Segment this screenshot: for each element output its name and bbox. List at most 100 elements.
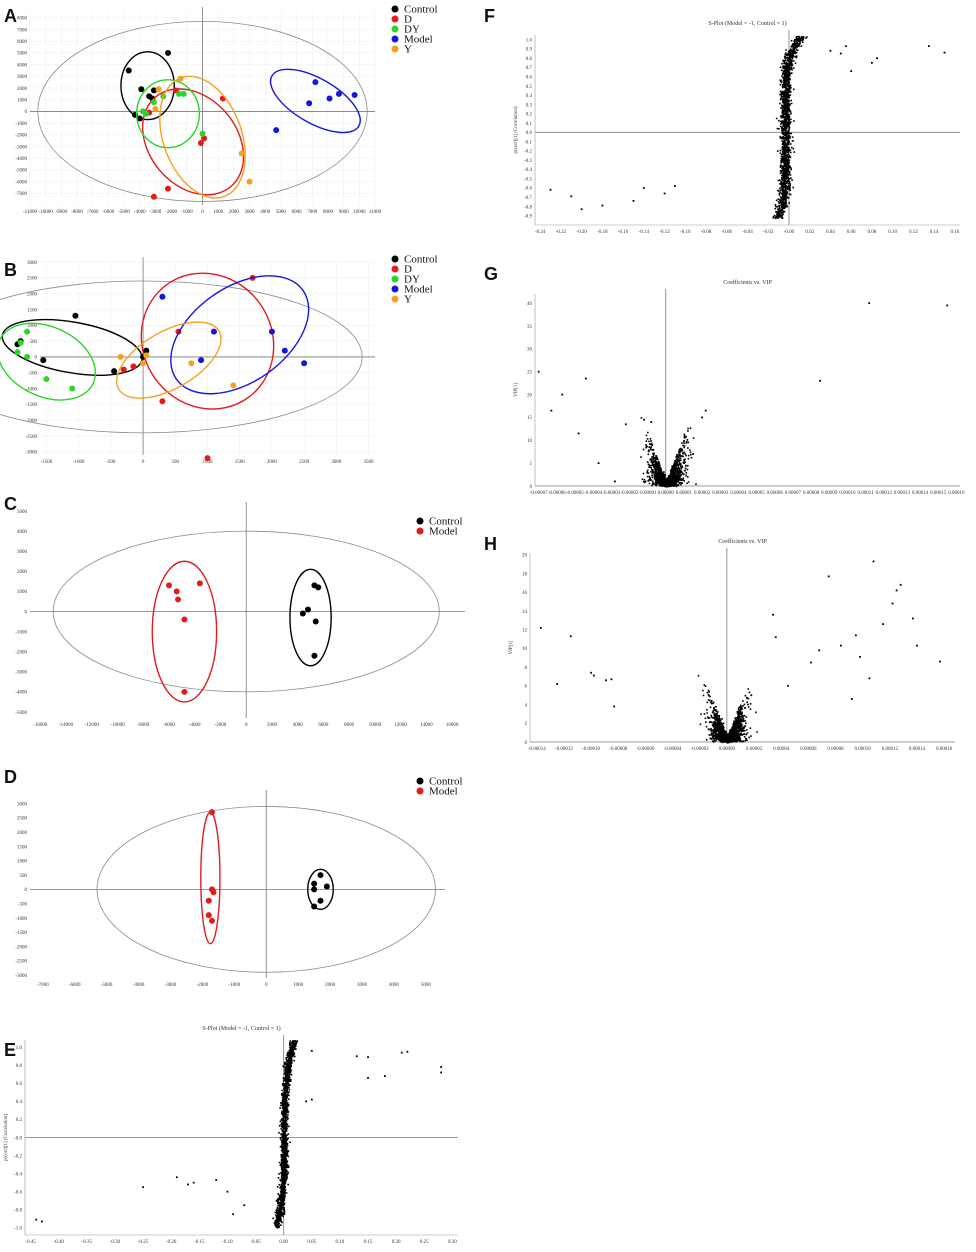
x-tick-label: 0.04	[826, 230, 835, 235]
data-point	[125, 67, 132, 74]
series-d	[141, 87, 245, 200]
data-point	[243, 1204, 246, 1207]
data-point	[701, 416, 703, 419]
data-point	[597, 462, 600, 465]
x-tick-label: -0.08	[701, 230, 712, 235]
x-tick-label: 0.00001	[676, 491, 693, 496]
x-tick-label: 7000	[307, 210, 318, 215]
x-tick-label: 0.00011	[858, 491, 875, 496]
data-point	[355, 1055, 358, 1058]
y-axis-label: p(corr)[1] (Correlation)	[514, 106, 519, 153]
chart-title: S-Plot (Model = -1, Control = 1)	[708, 20, 786, 27]
x-tick-label: -1000	[228, 983, 240, 988]
y-tick-label: -500	[28, 372, 38, 377]
x-tick-label: 0	[245, 723, 248, 728]
x-tick-label: 0.00014	[909, 747, 926, 752]
legend-label: D	[404, 264, 412, 276]
x-tick-label: 3000	[357, 983, 368, 988]
data-point	[946, 304, 949, 307]
metabolite-cloud	[640, 417, 697, 488]
outlier-points	[539, 560, 941, 708]
axes	[30, 502, 465, 718]
data-point	[24, 353, 31, 360]
data-point	[876, 57, 878, 60]
x-tick-label: -6000	[163, 723, 175, 728]
x-tick-label: 0.16	[950, 230, 959, 235]
series-model	[200, 809, 221, 945]
data-point	[72, 312, 79, 319]
x-tick-label: -8000	[71, 210, 83, 215]
x-tick-label: -0.00002	[620, 491, 638, 496]
y-tick-label: 16	[522, 591, 528, 596]
x-tick-label: -0.12	[659, 230, 670, 235]
x-tick-label: -0.00004	[584, 491, 602, 496]
legend-label: Model	[429, 526, 458, 538]
y-tick-label: 0.1	[526, 122, 533, 127]
x-tick-label: -12000	[85, 723, 100, 728]
group-ellipse	[269, 68, 361, 134]
legend-swatch	[391, 15, 399, 23]
data-point	[569, 635, 572, 638]
data-point	[829, 49, 832, 52]
data-point	[561, 393, 564, 396]
data-point	[130, 363, 137, 370]
data-point	[750, 694, 753, 697]
data-point	[187, 1183, 189, 1186]
y-axis-label: p(corr)[1] (Correlation)	[4, 1114, 9, 1161]
x-tick-label: 4000	[260, 210, 271, 215]
hotelling-ellipse	[0, 280, 363, 434]
x-tick-label: -0.00	[784, 230, 795, 235]
y-tick-label: 12	[522, 629, 528, 634]
x-tick-label: 0.00013	[894, 491, 911, 496]
y-tick-label: 8000	[17, 17, 28, 22]
y-tick-label: -0.2	[524, 150, 532, 155]
outlier-points	[537, 302, 949, 483]
y-tick-label: -4000	[15, 157, 27, 162]
panel-G: G-0.00007 -0.00006 -0.00005 -0.00004 -0.0000…	[484, 264, 965, 496]
y-tick-label: -2000	[15, 650, 27, 655]
x-tick-label: -7000	[37, 983, 49, 988]
y-tick-label: -3000	[25, 451, 37, 456]
y-tick-label: 0.0	[526, 131, 533, 136]
data-point	[208, 886, 215, 893]
y-tick-label: -0.2	[14, 1154, 22, 1159]
outlier-points	[35, 1049, 443, 1223]
data-point	[351, 92, 358, 99]
x-tick-label: 2000	[267, 723, 278, 728]
data-point	[335, 90, 342, 97]
data-point	[683, 462, 685, 465]
y-tick-label: 0.2	[526, 113, 533, 118]
x-tick-label: -0.16	[618, 230, 629, 235]
x-tick-label: 0.05	[307, 1240, 316, 1245]
x-tick-label: 0.00012	[882, 747, 899, 752]
data-point	[601, 204, 604, 207]
y-tick-label: -2000	[15, 945, 27, 950]
x-tick-labels: -1500 -1000 -500 0 500 1000 1500 2000 2500 3000 35…	[41, 460, 374, 465]
data-point	[192, 1181, 195, 1184]
x-tick-label: 2000	[325, 983, 336, 988]
data-point	[152, 106, 159, 113]
legend-label: Model	[404, 284, 433, 296]
x-tick-label: 0.00002	[746, 747, 763, 752]
y-tick-labels: -0.9 -0.8 -0.7 -0.6 -0.5 -0.4 -0.3 -0.2 -0.1 0.0 0…	[524, 38, 532, 219]
y-tick-label: 1500	[17, 845, 28, 850]
x-tick-label: -0.00001	[639, 491, 657, 496]
x-tick-label: -0.35	[82, 1240, 93, 1245]
x-tick-label: -5000	[101, 983, 113, 988]
x-tick-label: -0.00004	[664, 747, 682, 752]
data-point	[143, 347, 150, 354]
y-tick-label: 20	[522, 554, 528, 559]
data-point	[692, 453, 694, 455]
data-point	[943, 51, 946, 54]
y-tick-label: 1.0	[526, 38, 533, 43]
y-tick-label: 0	[530, 485, 533, 490]
y-tick-label: 3000	[27, 261, 38, 266]
y-tick-label: 25	[527, 371, 533, 376]
x-tick-label: 0.00010	[855, 747, 872, 752]
series-control	[307, 868, 334, 911]
chart-title: S-Plot (Model = -1, Control = 1)	[202, 1025, 280, 1032]
y-tick-label: 2500	[17, 817, 28, 822]
x-tick-label: 1000	[293, 983, 304, 988]
data-point	[323, 883, 330, 890]
metabolite-cloud	[772, 35, 808, 220]
